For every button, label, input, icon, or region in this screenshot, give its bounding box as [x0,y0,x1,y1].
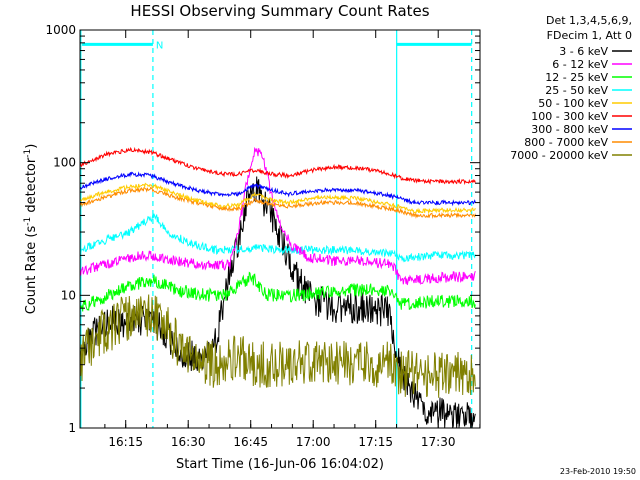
chart-title: HESSI Observing Summary Count Rates [130,2,429,20]
y-tick-label-3: 100 [53,156,76,170]
legend-label-9: 7000 - 20000 keV [510,149,608,162]
legend-label-2: 6 - 12 keV [552,58,608,71]
series-line-6 [80,146,476,186]
x-tick-label-5: 17:15 [358,435,393,449]
y-axis: 1 10 100 1000 [45,23,480,435]
series-line-2 [79,146,476,286]
x-axis-label: Start Time (16-Jun-06 16:04:02) [176,457,384,472]
series-line-5 [79,182,476,215]
y-tick-label-1: 1 [68,421,76,435]
legend-label-7: 300 - 800 keV [531,123,608,136]
x-tick-label-2: 16:30 [171,435,206,449]
x-tick-label-3: 16:45 [233,435,268,449]
x-axis: 16:15 16:30 16:45 17:00 17:15 17:30 [104,30,481,449]
x-tick-label-4: 17:00 [296,435,331,449]
series-line-3 [79,271,476,312]
legend-label-8: 800 - 7000 keV [524,136,608,149]
plot-area: N [79,30,476,429]
legend-label-4: 25 - 50 keV [545,84,608,97]
legend-label-3: 12 - 25 keV [545,71,608,84]
legend-label-6: 100 - 300 keV [531,110,608,123]
legend: Det 1,3,4,5,6,9, FDecim 1, Att 0 3 - 6 k… [510,14,632,162]
footer-date: 23-Feb-2010 19:50 [560,467,636,476]
legend-label-1: 3 - 6 keV [559,45,608,58]
legend-header-line-2: FDecim 1, Att 0 [547,29,632,42]
series-line-8 [79,186,476,219]
x-tick-label-1: 16:15 [108,435,143,449]
plot-frame [79,29,481,429]
legend-header-line-1: Det 1,3,4,5,6,9, [546,14,632,27]
y-axis-label: Count Rate (s-1 detector-1) [23,144,39,315]
series-line-7 [79,171,476,207]
legend-label-5: 50 - 100 keV [538,97,608,110]
y-tick-label-2: 10 [61,288,76,302]
series-line-4 [79,213,476,263]
y-tick-label-4: 1000 [45,23,76,37]
night-annotation: N [156,40,163,51]
series-line-9 [79,294,476,398]
x-tick-label-6: 17:30 [421,435,456,449]
